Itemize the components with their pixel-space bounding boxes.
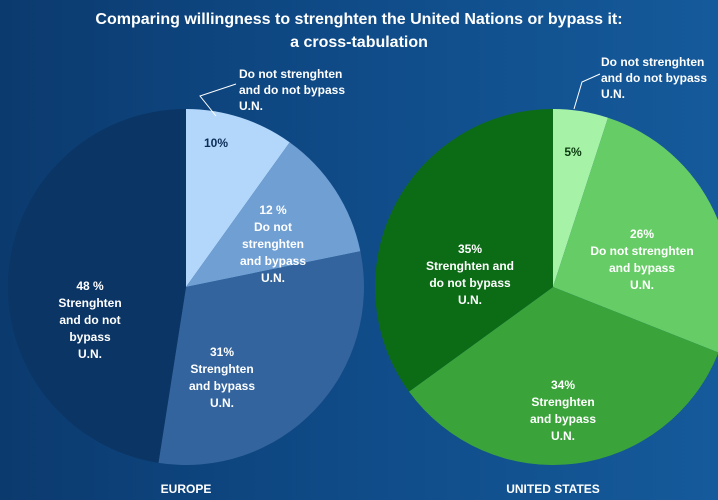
united-states-slice-2 bbox=[553, 117, 718, 353]
chart-title: Comparing willingness to strenghten the … bbox=[0, 8, 718, 54]
united-states-slice-3 bbox=[408, 287, 718, 465]
united-states-callout-label: Do not strenghten and do not bypass U.N. bbox=[601, 55, 707, 101]
united-states-slice-label-1: 5% bbox=[564, 145, 582, 159]
united-states-slice-label-3: 34% Strenghten and bypass U.N. bbox=[530, 378, 596, 443]
united-states-slice-1 bbox=[553, 109, 609, 287]
europe-slice-label-3: 31% Strenghten and bypass U.N. bbox=[189, 345, 255, 410]
united-states-slice-label-4: 35% Strenghten and do not bypass U.N. bbox=[426, 242, 514, 307]
chart-title-line1: Comparing willingness to strenghten the … bbox=[95, 11, 623, 28]
europe-callout-line bbox=[199, 83, 237, 117]
united-states-callout-line bbox=[573, 73, 601, 110]
united-states-caption: UNITED STATES bbox=[506, 482, 600, 496]
united-states-pie: 5% 26% Do not strenghten and bypass U.N. 34% S… bbox=[374, 55, 718, 496]
europe-slice-label-1: 10% bbox=[204, 136, 228, 150]
europe-pie: 10% 12 % Do not strenghten and bypass U.N. 31%… bbox=[8, 67, 364, 496]
europe-slice-label-2: 12 % Do not strenghten and bypass U.N. bbox=[240, 203, 306, 285]
united-states-slice-4 bbox=[374, 109, 553, 392]
europe-slice-4 bbox=[8, 109, 187, 463]
europe-caption: EUROPE bbox=[161, 482, 212, 496]
chart-title-line2: a cross-tabulation bbox=[290, 34, 428, 51]
united-states-slice-label-2: 26% Do not strenghten and bypass U.N. bbox=[590, 227, 693, 292]
europe-slice-1 bbox=[186, 109, 290, 287]
europe-slice-2 bbox=[186, 142, 361, 287]
europe-slice-label-4: 48 % Strenghten and do not bypass U.N. bbox=[58, 279, 121, 361]
europe-callout-label: Do not strenghten and do not bypass U.N. bbox=[239, 67, 345, 113]
europe-slice-3 bbox=[158, 251, 364, 465]
